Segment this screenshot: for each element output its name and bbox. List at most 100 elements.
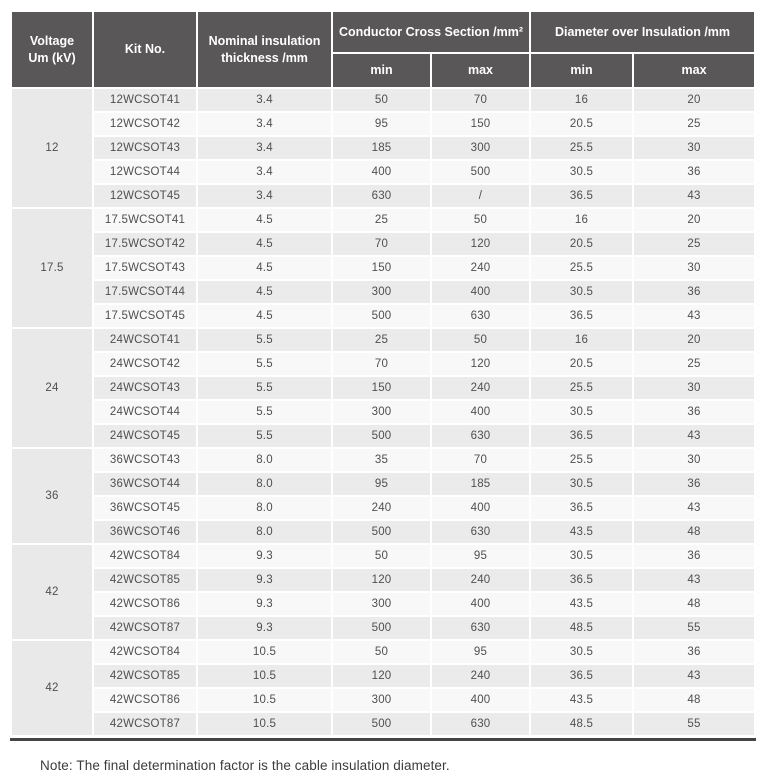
ccs-min-cell: 500 (333, 425, 430, 447)
column-header-kit-no: Kit No. (94, 12, 196, 87)
table-row: 17.5WCSOT43 4.5 150 240 25.5 30 (12, 257, 755, 279)
ccs-min-cell: 300 (333, 401, 430, 423)
dia-max-cell: 20 (634, 329, 755, 351)
ccs-max-cell: 95 (432, 545, 530, 567)
subheader-diameter-min: min (531, 54, 633, 87)
voltage-cell: 24 (12, 329, 92, 447)
dia-max-cell: 48 (634, 521, 755, 543)
dia-max-cell: 43 (634, 425, 755, 447)
thickness-cell: 8.0 (198, 521, 331, 543)
ccs-max-cell: 50 (432, 209, 530, 231)
table-row: 12WCSOT43 3.4 185 300 25.5 30 (12, 137, 755, 159)
ccs-max-cell: 240 (432, 257, 530, 279)
dia-max-cell: 43 (634, 185, 755, 207)
dia-min-cell: 20.5 (531, 353, 633, 375)
table-row: 42WCSOT85 10.5 120 240 36.5 43 (12, 665, 755, 687)
thickness-cell: 9.3 (198, 617, 331, 639)
dia-max-cell: 36 (634, 641, 755, 663)
ccs-min-cell: 300 (333, 593, 430, 615)
kit-cell: 24WCSOT41 (94, 329, 196, 351)
kit-cell: 24WCSOT43 (94, 377, 196, 399)
table-row: 42WCSOT87 9.3 500 630 48.5 55 (12, 617, 755, 639)
column-header-diameter-over-insulation: Diameter over Insulation /mm (531, 12, 755, 52)
thickness-cell: 10.5 (198, 689, 331, 711)
kit-cell: 12WCSOT43 (94, 137, 196, 159)
voltage-cell: 36 (12, 449, 92, 543)
ccs-max-cell: 95 (432, 641, 530, 663)
dia-min-cell: 30.5 (531, 545, 633, 567)
table-row: 24 24WCSOT41 5.5 25 50 16 20 (12, 329, 755, 447)
table-row: 36 36WCSOT43 8.0 35 70 25.5 30 (12, 449, 755, 543)
ccs-min-cell: 240 (333, 497, 430, 519)
kit-cell: 42WCSOT85 (94, 665, 196, 687)
dia-max-cell: 43 (634, 497, 755, 519)
dia-max-cell: 55 (634, 617, 755, 639)
column-header-nominal-thickness: Nominal insulation thickness /mm (198, 12, 331, 87)
dia-min-cell: 20.5 (531, 233, 633, 255)
ccs-min-cell: 25 (333, 329, 430, 351)
kit-cell: 17.5WCSOT43 (94, 257, 196, 279)
thickness-cell: 5.5 (198, 329, 331, 351)
voltage-cell: 42 (12, 641, 92, 735)
dia-min-cell: 30.5 (531, 473, 633, 495)
thickness-cell: 8.0 (198, 497, 331, 519)
kit-cell: 42WCSOT86 (94, 689, 196, 711)
dia-min-cell: 43.5 (531, 593, 633, 615)
ccs-max-cell: 630 (432, 425, 530, 447)
voltage-cell: 12 (12, 89, 92, 207)
dia-max-cell: 36 (634, 281, 755, 303)
kit-cell: 36WCSOT43 (94, 449, 196, 471)
kit-cell: 17.5WCSOT41 (94, 209, 196, 231)
kit-cell: 42WCSOT84 (94, 641, 196, 663)
dia-max-cell: 25 (634, 113, 755, 135)
ccs-min-cell: 185 (333, 137, 430, 159)
ccs-min-cell: 150 (333, 377, 430, 399)
ccs-min-cell: 500 (333, 305, 430, 327)
ccs-max-cell: 70 (432, 89, 530, 111)
ccs-max-cell: 400 (432, 401, 530, 423)
thickness-cell: 4.5 (198, 305, 331, 327)
ccs-max-cell: 120 (432, 233, 530, 255)
thickness-cell: 4.5 (198, 209, 331, 231)
dia-min-cell: 43.5 (531, 521, 633, 543)
dia-min-cell: 48.5 (531, 713, 633, 735)
ccs-max-cell: 300 (432, 137, 530, 159)
ccs-min-cell: 150 (333, 257, 430, 279)
kit-cell: 42WCSOT87 (94, 617, 196, 639)
kit-cell: 36WCSOT44 (94, 473, 196, 495)
kit-cell: 36WCSOT46 (94, 521, 196, 543)
subheader-conductor-max: max (432, 54, 530, 87)
dia-min-cell: 16 (531, 209, 633, 231)
thickness-cell: 8.0 (198, 449, 331, 471)
kit-cell: 17.5WCSOT44 (94, 281, 196, 303)
ccs-max-cell: 400 (432, 497, 530, 519)
table-row: 36WCSOT45 8.0 240 400 36.5 43 (12, 497, 755, 519)
table-row: 36WCSOT46 8.0 500 630 43.5 48 (12, 521, 755, 543)
thickness-cell: 5.5 (198, 353, 331, 375)
dia-max-cell: 48 (634, 689, 755, 711)
thickness-cell: 3.4 (198, 185, 331, 207)
dia-max-cell: 43 (634, 665, 755, 687)
table-row: 42WCSOT86 10.5 300 400 43.5 48 (12, 689, 755, 711)
table-row: 42 42WCSOT84 9.3 50 95 30.5 36 (12, 545, 755, 639)
dia-max-cell: 48 (634, 593, 755, 615)
ccs-min-cell: 50 (333, 545, 430, 567)
column-header-conductor-cross-section: Conductor Cross Section /mm² (333, 12, 530, 52)
dia-min-cell: 25.5 (531, 377, 633, 399)
note-text: Note: The final determination factor is … (40, 758, 450, 773)
ccs-min-cell: 50 (333, 641, 430, 663)
table-row: 42WCSOT87 10.5 500 630 48.5 55 (12, 713, 755, 735)
kit-cell: 12WCSOT45 (94, 185, 196, 207)
dia-min-cell: 20.5 (531, 113, 633, 135)
table-row: 12WCSOT44 3.4 400 500 30.5 36 (12, 161, 755, 183)
thickness-cell: 9.3 (198, 545, 331, 567)
spec-table: Voltage Um (kV) Kit No. Nominal insulati… (10, 10, 757, 737)
kit-cell: 42WCSOT84 (94, 545, 196, 567)
dia-min-cell: 16 (531, 89, 633, 111)
thickness-cell: 4.5 (198, 257, 331, 279)
thickness-cell: 3.4 (198, 89, 331, 111)
dia-max-cell: 36 (634, 161, 755, 183)
thickness-cell: 9.3 (198, 593, 331, 615)
ccs-min-cell: 70 (333, 233, 430, 255)
